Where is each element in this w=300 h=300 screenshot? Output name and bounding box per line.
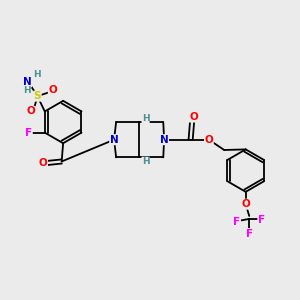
Text: N: N (160, 135, 169, 145)
Text: F: F (233, 217, 240, 227)
Text: O: O (241, 199, 250, 209)
Text: F: F (246, 229, 253, 238)
Text: S: S (34, 91, 41, 101)
Text: F: F (25, 128, 32, 138)
Text: F: F (258, 215, 265, 225)
Text: N: N (110, 135, 118, 145)
Text: O: O (189, 112, 198, 122)
Text: O: O (39, 158, 47, 168)
Text: H: H (142, 114, 149, 123)
Text: H: H (23, 86, 30, 95)
Text: O: O (48, 85, 57, 94)
Text: H: H (142, 157, 149, 166)
Text: H: H (33, 70, 40, 79)
Text: O: O (27, 106, 35, 116)
Text: O: O (205, 135, 213, 145)
Text: N: N (23, 77, 32, 87)
